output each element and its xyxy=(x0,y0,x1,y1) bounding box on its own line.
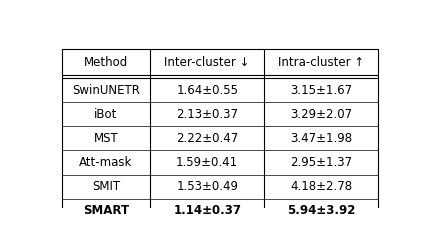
Text: 1.64±0.55: 1.64±0.55 xyxy=(176,84,238,97)
Text: 1.59±0.41: 1.59±0.41 xyxy=(176,156,238,169)
Text: 1.53±0.49: 1.53±0.49 xyxy=(176,180,238,193)
Text: 2.13±0.37: 2.13±0.37 xyxy=(176,108,238,121)
Text: SMIT: SMIT xyxy=(92,180,120,193)
Text: 3.15±1.67: 3.15±1.67 xyxy=(290,84,352,97)
Text: 4.18±2.78: 4.18±2.78 xyxy=(290,180,352,193)
Text: SwinUNETR: SwinUNETR xyxy=(72,84,140,97)
Text: 3.47±1.98: 3.47±1.98 xyxy=(290,132,352,145)
Text: 5.94±3.92: 5.94±3.92 xyxy=(287,204,355,217)
Text: iBot: iBot xyxy=(94,108,118,121)
Text: Inter-cluster ↓: Inter-cluster ↓ xyxy=(164,56,250,69)
Text: Method: Method xyxy=(84,56,128,69)
Text: 2.95±1.37: 2.95±1.37 xyxy=(290,156,352,169)
Text: Intra-cluster ↑: Intra-cluster ↑ xyxy=(278,56,364,69)
Text: 2.22±0.47: 2.22±0.47 xyxy=(176,132,238,145)
Text: SMART: SMART xyxy=(83,204,129,217)
Text: MST: MST xyxy=(94,132,119,145)
Text: 3.29±2.07: 3.29±2.07 xyxy=(290,108,352,121)
Text: 1.14±0.37: 1.14±0.37 xyxy=(173,204,241,217)
Text: Att-mask: Att-mask xyxy=(79,156,133,169)
